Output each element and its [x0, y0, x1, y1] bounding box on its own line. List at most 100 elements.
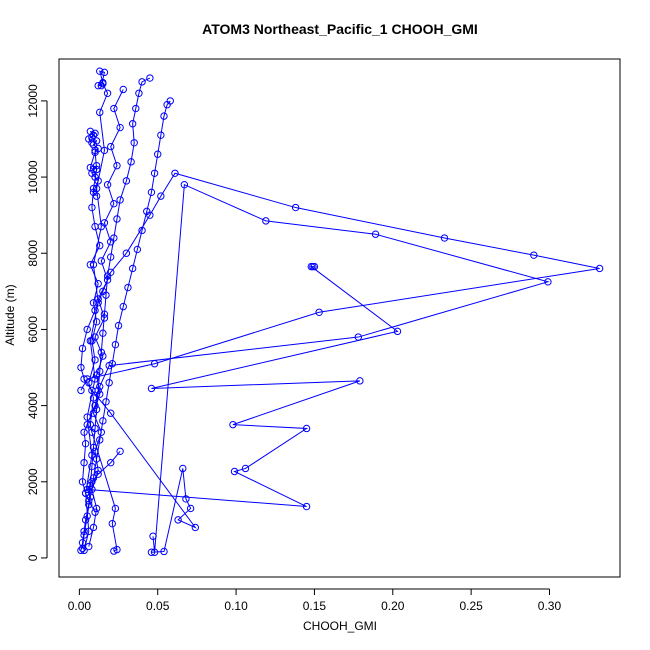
- data-point: [97, 428, 106, 436]
- data-point: [80, 375, 88, 383]
- data-point: [371, 230, 380, 238]
- data-point: [97, 257, 106, 265]
- chart-title: ATOM3 Northeast_Pacific_1 CHOOH_GMI: [202, 21, 478, 37]
- data-point: [147, 188, 156, 197]
- data-point: [89, 474, 98, 482]
- data-point: [307, 262, 315, 271]
- series-line: [88, 89, 124, 547]
- data-point: [179, 464, 187, 473]
- data-point: [102, 291, 110, 299]
- data-point: [191, 523, 200, 532]
- data-point: [89, 140, 98, 149]
- data-point: [122, 177, 131, 185]
- data-point: [89, 299, 98, 307]
- data-point: [88, 451, 96, 459]
- data-point: [88, 203, 96, 212]
- data-point: [96, 382, 104, 391]
- data-point: [157, 192, 165, 200]
- data-point: [111, 504, 120, 513]
- data-point: [230, 467, 239, 476]
- data-point: [116, 196, 124, 204]
- data-point: [83, 325, 91, 334]
- data-point: [108, 360, 116, 368]
- data-point: [147, 384, 156, 393]
- data-point: [110, 104, 118, 113]
- data-series: [85, 85, 127, 551]
- data-point: [96, 390, 104, 398]
- data-point: [103, 89, 112, 97]
- data-point: [86, 260, 95, 269]
- data-point: [107, 253, 115, 261]
- data-point: [92, 371, 101, 379]
- data-point: [110, 200, 118, 208]
- x-tick-label: 0.00: [68, 599, 92, 613]
- y-axis: 0 2000 4000 6000 8000 10000 12000: [26, 84, 48, 561]
- data-point: [138, 226, 146, 235]
- data-point: [262, 217, 270, 225]
- data-point: [302, 502, 311, 511]
- data-point: [440, 234, 449, 242]
- data-series: [83, 262, 402, 511]
- data-series: [85, 127, 102, 200]
- data-point: [96, 241, 104, 250]
- data-point: [149, 532, 157, 540]
- data-point: [81, 489, 90, 497]
- data-point: [157, 131, 165, 139]
- data-point: [105, 379, 113, 387]
- data-point: [107, 142, 115, 151]
- data-point: [127, 158, 135, 166]
- y-tick-label: 6000: [26, 316, 40, 343]
- data-point: [150, 169, 159, 177]
- data-point: [94, 280, 102, 288]
- data-point: [85, 542, 93, 551]
- data-point: [83, 413, 91, 421]
- data-point: [171, 169, 179, 177]
- data-point: [241, 464, 250, 473]
- data-point: [77, 386, 85, 395]
- data-point: [291, 203, 300, 212]
- data-point: [94, 299, 102, 307]
- data-point: [143, 207, 151, 216]
- data-point: [124, 283, 132, 292]
- plot-frame: [58, 58, 621, 578]
- y-tick-label: 12000: [26, 84, 40, 118]
- data-point: [91, 148, 99, 157]
- data-point: [133, 245, 142, 254]
- data-point: [88, 133, 96, 141]
- y-tick-label: 0: [26, 554, 40, 561]
- series-line: [86, 266, 399, 508]
- y-tick-label: 10000: [26, 160, 40, 194]
- data-point: [130, 139, 138, 147]
- y-tick-label: 4000: [26, 392, 40, 419]
- data-point: [99, 417, 107, 425]
- data-point: [100, 68, 109, 77]
- data-point: [150, 548, 159, 556]
- data-point: [229, 420, 237, 429]
- y-axis-label: Altitude (m): [3, 284, 17, 345]
- data-point: [116, 123, 124, 132]
- data-point: [80, 428, 88, 436]
- data-point: [113, 161, 121, 170]
- data-point: [83, 375, 91, 383]
- data-point: [92, 192, 101, 200]
- data-point: [91, 356, 99, 364]
- x-tick-label: 0.20: [381, 599, 405, 613]
- data-point: [91, 375, 99, 383]
- data-point: [85, 527, 93, 535]
- data-point: [114, 321, 123, 330]
- data-point: [88, 485, 96, 494]
- data-point: [128, 264, 137, 273]
- data-point: [122, 249, 131, 257]
- data-point: [146, 74, 154, 82]
- data-point: [180, 180, 189, 189]
- data-point: [80, 531, 88, 539]
- data-point: [116, 447, 124, 456]
- data-point: [92, 504, 101, 513]
- data-point: [80, 459, 88, 467]
- y-tick-label: 2000: [26, 468, 40, 495]
- data-point: [85, 379, 93, 387]
- data-point: [315, 308, 323, 316]
- data-point: [119, 302, 127, 311]
